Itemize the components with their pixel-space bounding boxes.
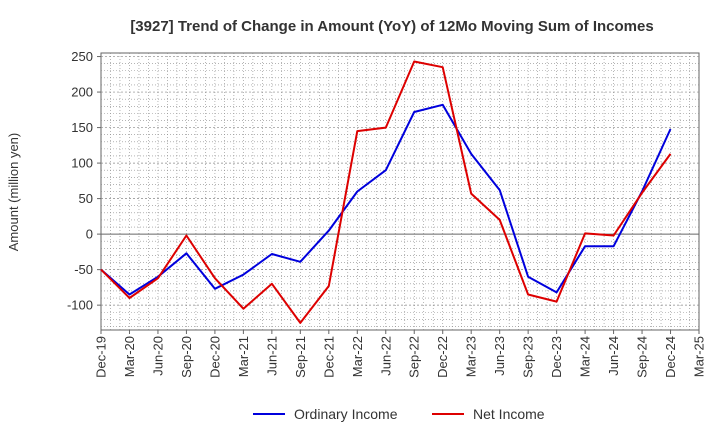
legend-label: Net Income <box>473 406 545 422</box>
x-tick-label: Dec-23 <box>549 336 564 378</box>
y-tick-label: 50 <box>79 191 93 206</box>
y-tick-label: -50 <box>74 262 93 277</box>
y-tick-label: -100 <box>67 298 93 313</box>
x-tick-label: Mar-23 <box>464 336 479 377</box>
y-tick-label: 100 <box>71 156 93 171</box>
x-tick-label: Dec-24 <box>663 336 678 378</box>
x-tick-label: Jun-24 <box>606 336 621 376</box>
x-tick-label: Mar-20 <box>122 336 137 377</box>
x-tick-label: Dec-20 <box>207 336 222 378</box>
x-tick-label: Sep-21 <box>293 336 308 378</box>
x-tick-label: Mar-21 <box>236 336 251 377</box>
x-tick-label: Dec-19 <box>94 336 109 378</box>
x-tick-label: Jun-22 <box>378 336 393 376</box>
x-tick-label: Dec-22 <box>435 336 450 378</box>
x-tick-label: Dec-21 <box>321 336 336 378</box>
x-tick-label: Mar-25 <box>692 336 707 377</box>
x-tick-label: Sep-22 <box>407 336 422 378</box>
y-axis-label: Amount (million yen) <box>6 133 21 252</box>
series-lines <box>100 60 672 324</box>
y-tick-label: 250 <box>71 49 93 64</box>
x-tick-label: Jun-20 <box>150 336 165 376</box>
y-tick-label: 0 <box>86 227 93 242</box>
y-tick-label: 150 <box>71 120 93 135</box>
x-tick-label: Sep-20 <box>179 336 194 378</box>
x-tick-label: Mar-24 <box>578 336 593 377</box>
x-tick-label: Jun-21 <box>264 336 279 376</box>
x-tick-label: Jun-23 <box>492 336 507 376</box>
grid <box>97 53 700 334</box>
x-tick-label: Mar-22 <box>350 336 365 377</box>
legend: Ordinary Income Net Income <box>253 406 545 422</box>
chart-title: [3927] Trend of Change in Amount (YoY) o… <box>130 18 653 35</box>
x-tick-label: Sep-24 <box>635 336 650 378</box>
legend-label: Ordinary Income <box>294 406 398 422</box>
y-tick-label: 200 <box>71 85 93 100</box>
y-tick-labels: 250 200 150 100 50 0 -50 -100 <box>67 49 93 313</box>
x-tick-labels: Dec-19 Mar-20 Jun-20 Sep-20 Dec-20 Mar-21 Jun-… <box>94 336 707 378</box>
x-tick-label: Sep-23 <box>521 336 536 378</box>
